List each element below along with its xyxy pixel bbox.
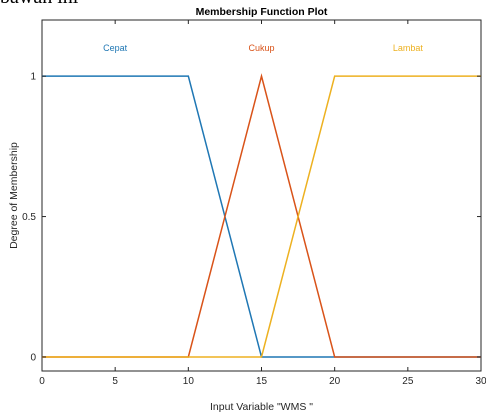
axes-frame [41,19,482,372]
mf-label-cepat: Cepat [103,43,128,53]
y-tick-label: 1 [30,72,36,83]
y-axis-ticks: 00.51 [22,72,481,363]
series-line-lambat [42,75,481,358]
x-axis-label: Input Variable "WMS " [210,401,313,412]
cropped-document-text: bawah ini [0,0,78,9]
series-layer [42,73,481,358]
x-tick-label: 5 [112,376,118,387]
mf-label-layer: Cepat Cukup Lambat [103,43,423,53]
x-tick-label: 15 [256,376,268,387]
x-tick-label: 25 [402,376,414,387]
y-axis-label: Degree of Membership [8,142,20,249]
x-tick-label: 20 [329,376,341,387]
mf-label-lambat: Lambat [393,43,424,53]
y-tick-label: 0.5 [22,212,36,223]
x-tick-label: 10 [183,376,195,387]
x-tick-label: 30 [475,376,486,387]
y-tick-label: 0 [30,352,36,363]
chart-title: Membership Function Plot [196,6,328,18]
plot-area [41,19,482,372]
x-tick-label: 0 [39,376,45,387]
x-axis-ticks: 0 5 10 15 20 25 30 [39,20,486,387]
mf-label-cukup: Cukup [248,43,274,53]
